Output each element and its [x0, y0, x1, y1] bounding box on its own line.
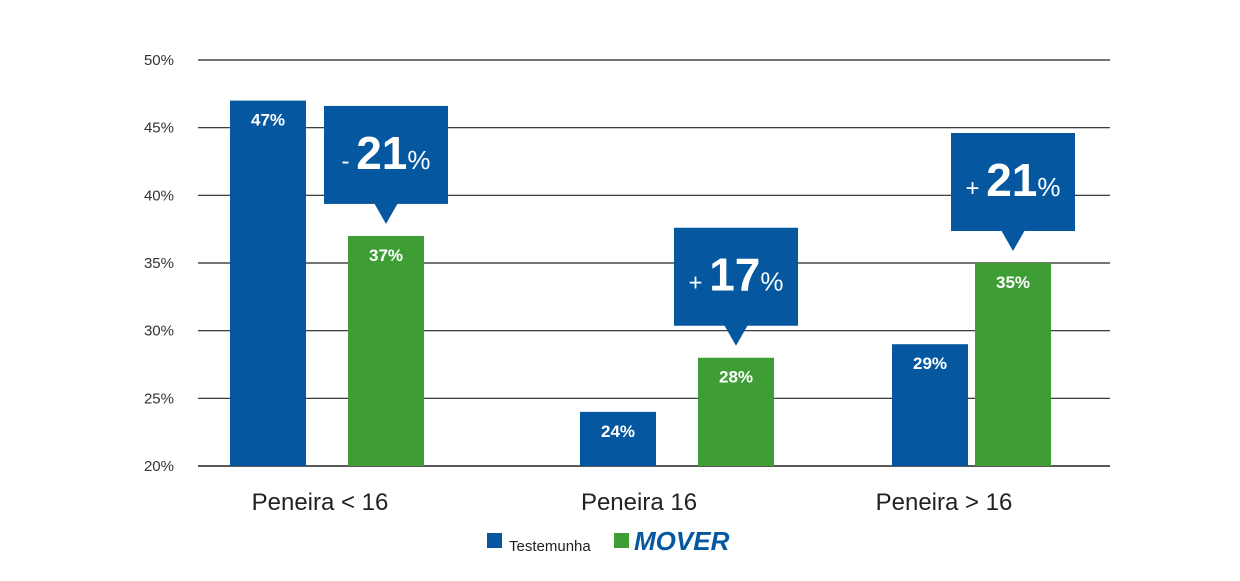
callout-sign: +	[966, 175, 987, 202]
callout-number: 21	[356, 127, 407, 179]
y-tick-label: 40%	[144, 187, 174, 204]
callouts: - 21%+ 17%+ 21%	[324, 105, 1075, 346]
callout-sign: -	[342, 148, 357, 175]
callout-pointer	[724, 324, 748, 346]
x-category-label: Peneira > 16	[876, 489, 1013, 516]
callout-number: 17	[709, 249, 760, 301]
change-callout: - 21%	[324, 105, 448, 224]
bar	[975, 263, 1051, 466]
bar	[892, 344, 968, 466]
legend: Testemunha MOVER	[487, 526, 730, 556]
callout-number: 21	[986, 154, 1037, 206]
callout-pointer	[1001, 230, 1025, 251]
callout-box	[324, 105, 448, 204]
y-tick-label: 50%	[144, 52, 174, 69]
bar-value-label: 37%	[369, 246, 403, 265]
legend-label-mover: MOVER	[634, 526, 730, 556]
change-callout: + 17%	[674, 227, 798, 346]
legend-swatch-mover	[614, 533, 629, 548]
change-callout: + 21%	[951, 133, 1075, 251]
x-category-label: Peneira 16	[581, 489, 697, 516]
y-tick-label: 45%	[144, 120, 174, 137]
callout-sign: +	[689, 270, 710, 297]
x-axis: Peneira < 16 Peneira 16 Peneira > 16	[252, 489, 1013, 516]
callout-unit: %	[1037, 172, 1060, 202]
callout-text: - 21%	[342, 127, 431, 179]
bar	[230, 100, 306, 466]
bar	[698, 357, 774, 466]
bar-value-label: 24%	[601, 422, 635, 441]
legend-label-testemunha: Testemunha	[509, 538, 591, 555]
bars: 47% 24% 29% 37% 28% 35%	[230, 100, 1051, 466]
x-category-label: Peneira < 16	[252, 489, 389, 516]
callout-box	[951, 133, 1075, 231]
callout-unit: %	[760, 267, 783, 297]
callout-box	[674, 227, 798, 326]
y-tick-label: 30%	[144, 323, 174, 340]
y-tick-label: 35%	[144, 255, 174, 272]
bar-value-label: 47%	[251, 111, 285, 130]
legend-swatch-testemunha	[487, 533, 502, 548]
callout-unit: %	[407, 145, 430, 175]
y-tick-label: 20%	[144, 458, 174, 475]
callout-text: + 17%	[689, 249, 784, 301]
bar	[348, 235, 424, 466]
bar	[580, 411, 656, 466]
bar-value-label: 28%	[719, 368, 753, 387]
y-tick-label: 25%	[144, 390, 174, 407]
y-axis: 20% 25% 30% 35% 40% 45% 50%	[144, 52, 174, 475]
bar-value-label: 35%	[996, 273, 1030, 292]
callout-text: + 21%	[966, 154, 1061, 206]
bar-value-label: 29%	[913, 354, 947, 373]
callout-pointer	[374, 202, 398, 224]
